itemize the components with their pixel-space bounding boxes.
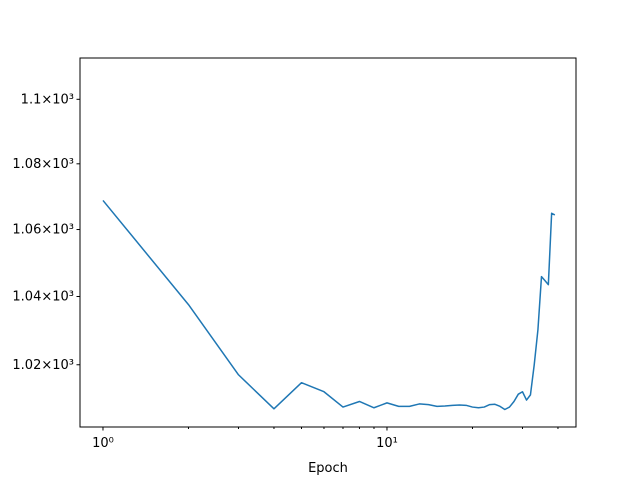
data-line <box>102 199 556 411</box>
y-tick-label: 1.02×10³ <box>12 358 74 373</box>
y-tick-label: 1.1×10³ <box>21 92 74 107</box>
plot-frame <box>79 57 577 428</box>
y-tick-label: 1.06×10³ <box>12 223 74 238</box>
y-tick-label: 1.08×10³ <box>12 157 74 172</box>
x-tick-label: 10⁰ <box>92 436 114 451</box>
x-axis-label: Epoch <box>308 461 348 476</box>
x-tick-label: 10¹ <box>376 436 398 451</box>
y-tick-label: 1.04×10³ <box>12 289 74 304</box>
